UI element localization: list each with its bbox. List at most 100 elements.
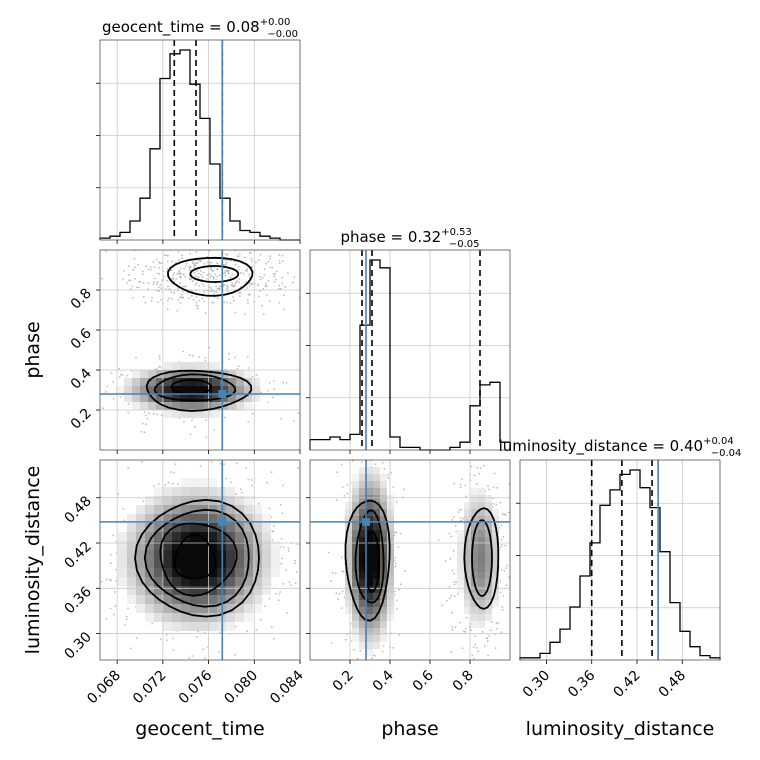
sample-point bbox=[399, 583, 402, 586]
sample-point bbox=[152, 261, 155, 263]
density-cell bbox=[352, 579, 359, 586]
density-cell bbox=[118, 532, 127, 541]
density-cell bbox=[196, 410, 204, 418]
density-cell bbox=[136, 559, 145, 568]
sample-point bbox=[178, 269, 181, 272]
sample-point bbox=[247, 478, 250, 481]
density-cell bbox=[145, 613, 154, 622]
density-cell bbox=[196, 394, 204, 402]
density-cell bbox=[190, 586, 199, 595]
sample-point bbox=[286, 611, 288, 614]
sample-point bbox=[142, 295, 145, 298]
sample-point bbox=[215, 278, 218, 281]
sample-point bbox=[287, 547, 290, 549]
sample-point bbox=[489, 629, 492, 632]
sample-point bbox=[259, 391, 262, 394]
xlabel-luminosity-distance: luminosity_distance bbox=[526, 718, 715, 740]
sample-point bbox=[223, 283, 226, 286]
density-cell bbox=[366, 509, 373, 516]
density-cell bbox=[253, 604, 262, 613]
sample-point bbox=[143, 431, 146, 434]
sample-point bbox=[109, 562, 112, 565]
sample-point bbox=[216, 268, 218, 271]
sample-point bbox=[246, 355, 249, 358]
sample-point bbox=[500, 569, 503, 571]
sample-point bbox=[342, 570, 345, 573]
density-cell bbox=[366, 593, 373, 600]
sample-point bbox=[248, 273, 251, 276]
sample-point bbox=[281, 512, 284, 515]
sample-point bbox=[394, 557, 397, 559]
density-cell bbox=[359, 565, 366, 572]
density-cell bbox=[262, 550, 271, 559]
density-cell bbox=[485, 614, 492, 621]
density-cell bbox=[478, 502, 485, 509]
y-tick-label-phase: 0.6 bbox=[68, 325, 95, 352]
sample-point bbox=[191, 261, 194, 263]
data-layer bbox=[99, 40, 721, 660]
sample-point bbox=[287, 272, 289, 275]
density-cell bbox=[252, 394, 260, 402]
density-cell bbox=[387, 537, 394, 544]
sample-point bbox=[145, 414, 147, 417]
sample-point bbox=[340, 607, 343, 609]
sample-point bbox=[114, 591, 116, 593]
sample-point bbox=[390, 471, 392, 474]
density-cell bbox=[172, 386, 180, 394]
sample-point bbox=[472, 657, 475, 660]
sample-point bbox=[255, 374, 258, 376]
density-cell bbox=[163, 487, 172, 496]
density-cell bbox=[373, 530, 380, 537]
sample-point bbox=[387, 474, 389, 476]
density-cell bbox=[262, 586, 271, 595]
sample-point bbox=[104, 391, 107, 393]
density-cell bbox=[181, 496, 190, 505]
sample-point bbox=[202, 648, 205, 651]
density-cell bbox=[172, 402, 180, 410]
density-cell bbox=[373, 607, 380, 614]
sample-point bbox=[235, 493, 238, 496]
sample-point bbox=[125, 615, 128, 618]
density-cell bbox=[366, 649, 373, 656]
x-tick-label-luminosity_distance: 0.30 bbox=[520, 668, 553, 701]
sample-point bbox=[395, 599, 398, 602]
sample-point bbox=[278, 262, 281, 265]
sample-point bbox=[147, 288, 150, 290]
density-cell bbox=[172, 568, 181, 577]
sample-point bbox=[456, 593, 459, 595]
density-cell bbox=[236, 370, 244, 378]
sample-point bbox=[246, 270, 248, 272]
density-cell bbox=[127, 523, 136, 532]
density-cell bbox=[352, 607, 359, 614]
sample-point bbox=[475, 483, 478, 486]
density-cell bbox=[485, 502, 492, 509]
density-cell bbox=[181, 523, 190, 532]
density-cell bbox=[380, 635, 387, 642]
sample-point bbox=[335, 499, 338, 502]
sample-point bbox=[495, 622, 498, 624]
sample-point bbox=[158, 355, 161, 357]
sample-point bbox=[188, 657, 191, 660]
sample-point bbox=[179, 276, 182, 279]
sample-point bbox=[278, 593, 280, 596]
density-cell bbox=[136, 577, 145, 586]
sample-point bbox=[343, 495, 346, 497]
density-cell bbox=[471, 572, 478, 579]
sample-point bbox=[136, 286, 138, 289]
sample-point bbox=[238, 278, 241, 280]
density-cell bbox=[244, 386, 252, 394]
x-tick-label-geocent_time: 0.084 bbox=[267, 667, 307, 707]
sample-point bbox=[177, 251, 180, 254]
sample-point bbox=[185, 285, 187, 287]
density-cell bbox=[345, 544, 352, 551]
density-cell bbox=[181, 622, 190, 631]
density-cell bbox=[208, 577, 217, 586]
density-cell bbox=[190, 532, 199, 541]
density-cell bbox=[366, 481, 373, 488]
density-cell bbox=[380, 495, 387, 502]
density-cell bbox=[208, 622, 217, 631]
density-cell bbox=[228, 394, 236, 402]
sample-point bbox=[337, 598, 339, 600]
sample-point bbox=[483, 645, 486, 648]
sample-point bbox=[218, 274, 221, 277]
